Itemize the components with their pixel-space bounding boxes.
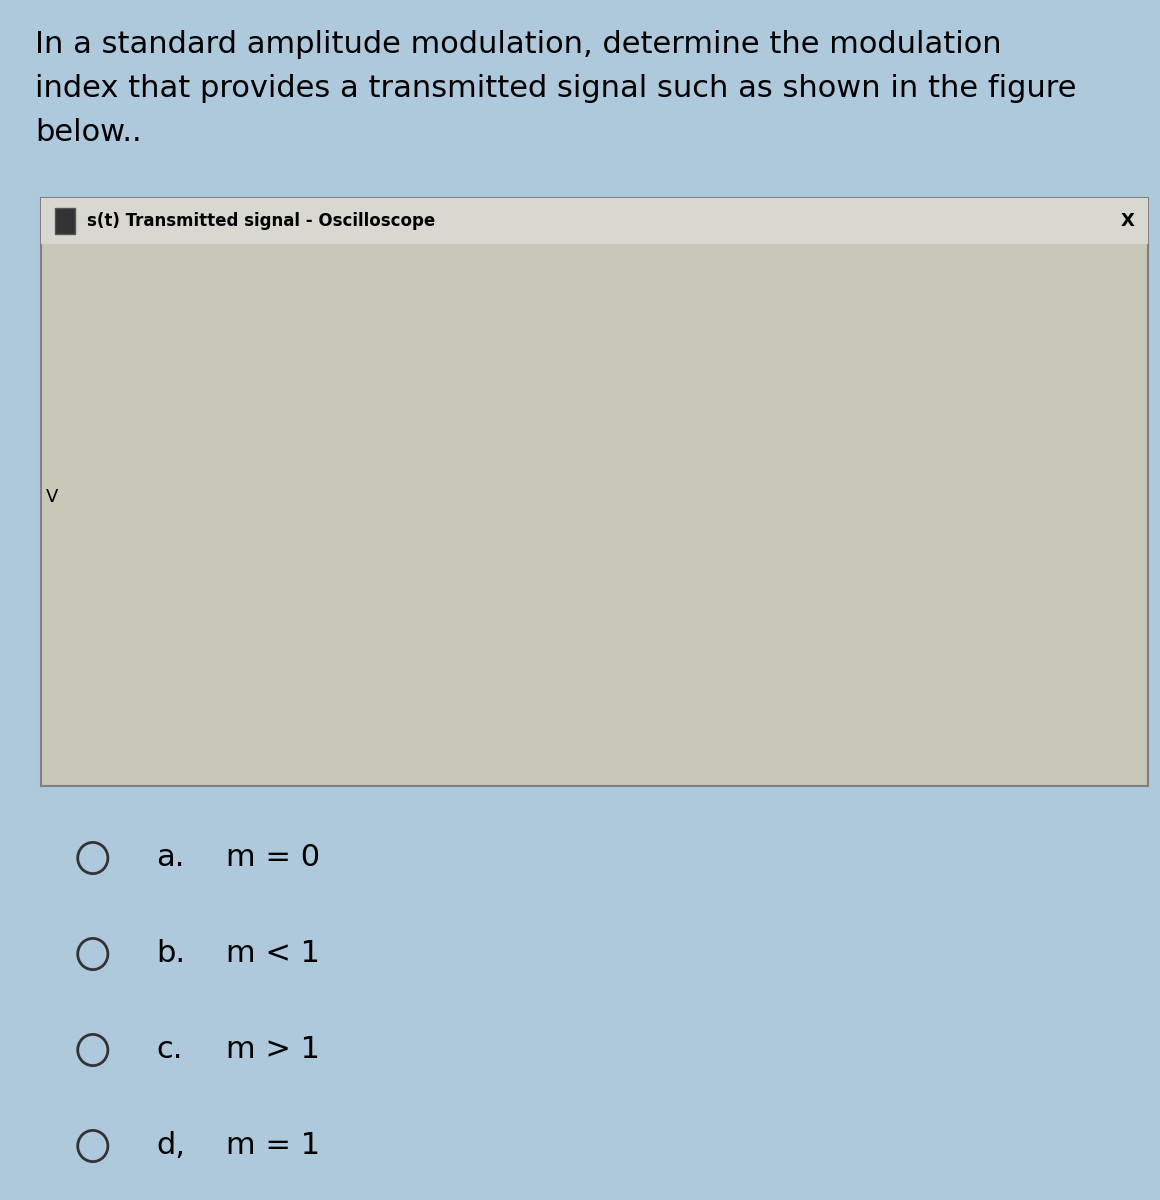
Text: ⊞: ⊞ [1103,287,1119,306]
Text: a.: a. [157,844,184,872]
X-axis label: μs: μs [617,748,637,766]
Text: m > 1: m > 1 [226,1036,320,1064]
Text: In a standard amplitude modulation, determine the modulation
index that provides: In a standard amplitude modulation, dete… [35,30,1076,146]
Text: m = 1: m = 1 [226,1132,320,1160]
Text: V: V [46,487,58,506]
Text: X: X [1121,211,1134,230]
Text: b.: b. [157,940,186,968]
Text: d,: d, [157,1132,186,1160]
Text: m = 0: m = 0 [226,844,320,872]
Text: m < 1: m < 1 [226,940,320,968]
Text: s(t) Transmitted signal - Oscilloscope: s(t) Transmitted signal - Oscilloscope [87,211,435,230]
Text: c.: c. [157,1036,183,1064]
